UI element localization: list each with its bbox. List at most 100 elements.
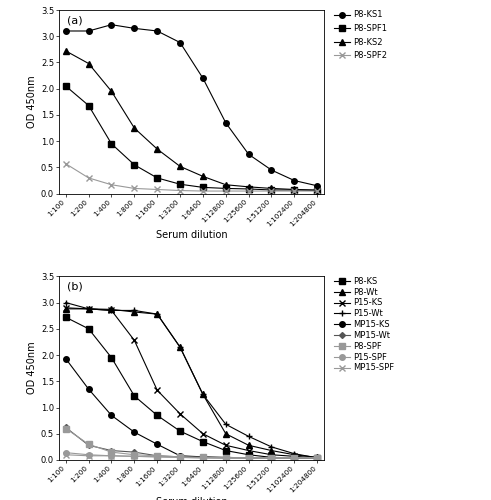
P15-SPF	[63, 450, 69, 456]
P15-SPF	[86, 452, 92, 458]
P8-SPF	[269, 455, 274, 461]
Legend: P8-KS, P8-Wt, P15-KS, P15-Wt, MP15-KS, MP15-Wt, P8-SPF, P15-SPF, MP15-SPF: P8-KS, P8-Wt, P15-KS, P15-Wt, MP15-KS, M…	[333, 277, 395, 372]
P8-KS1	[154, 28, 160, 34]
P8-KS	[177, 428, 183, 434]
P8-SPF2	[132, 186, 137, 192]
Line: P8-KS: P8-KS	[63, 314, 320, 460]
P8-KS2	[314, 187, 320, 193]
P8-KS2	[177, 164, 183, 170]
MP15-KS	[177, 453, 183, 459]
MP15-SPF	[200, 455, 206, 461]
P8-Wt	[109, 306, 114, 312]
MP15-KS	[132, 429, 137, 435]
P8-KS	[269, 454, 274, 460]
P8-Wt	[200, 392, 206, 398]
Line: P8-Wt: P8-Wt	[63, 306, 320, 460]
P15-SPF	[223, 455, 229, 461]
P15-Wt	[109, 308, 114, 314]
P8-KS1	[291, 178, 297, 184]
P15-Wt	[177, 344, 183, 350]
P8-KS	[291, 455, 297, 461]
P8-SPF2	[177, 188, 183, 194]
P8-SPF2	[291, 188, 297, 194]
P8-KS2	[269, 186, 274, 192]
P15-KS	[177, 411, 183, 417]
P8-Wt	[246, 442, 251, 448]
P8-KS2	[291, 186, 297, 192]
MP15-Wt	[291, 455, 297, 461]
P8-SPF	[86, 442, 92, 448]
P8-KS2	[200, 174, 206, 180]
Line: P15-KS: P15-KS	[62, 304, 321, 462]
P8-KS	[246, 452, 251, 458]
P15-Wt	[132, 308, 137, 314]
P8-KS	[86, 326, 92, 332]
P8-SPF	[154, 453, 160, 459]
Y-axis label: OD 450nm: OD 450nm	[27, 342, 37, 394]
MP15-Wt	[314, 455, 320, 461]
P8-SPF1	[223, 186, 229, 192]
P15-Wt	[246, 434, 251, 440]
P8-Wt	[86, 306, 92, 312]
Line: P8-KS2: P8-KS2	[63, 48, 320, 193]
P8-SPF	[223, 455, 229, 461]
P15-SPF	[246, 455, 251, 461]
Line: MP15-KS: MP15-KS	[63, 356, 320, 461]
MP15-Wt	[246, 455, 251, 461]
MP15-Wt	[223, 455, 229, 461]
MP15-KS	[109, 412, 114, 418]
P8-SPF2	[200, 188, 206, 194]
P15-Wt	[291, 450, 297, 456]
P8-KS2	[109, 88, 114, 94]
P8-KS	[154, 412, 160, 418]
P15-KS	[154, 387, 160, 393]
P15-Wt	[63, 300, 69, 306]
Line: MP15-Wt: MP15-Wt	[64, 426, 319, 460]
P8-KS2	[154, 146, 160, 152]
P8-SPF1	[269, 187, 274, 193]
MP15-Wt	[63, 424, 69, 430]
P8-Wt	[154, 311, 160, 317]
MP15-KS	[269, 455, 274, 461]
MP15-SPF	[246, 455, 251, 461]
MP15-SPF	[154, 454, 160, 460]
Text: (b): (b)	[67, 282, 82, 292]
P8-KS2	[223, 182, 229, 188]
P8-KS2	[86, 60, 92, 66]
MP15-SPF	[63, 452, 69, 458]
P8-KS	[132, 393, 137, 399]
P8-SPF2	[63, 161, 69, 167]
P8-Wt	[314, 454, 320, 460]
P8-KS1	[132, 26, 137, 32]
P8-KS2	[132, 125, 137, 131]
P8-SPF2	[246, 188, 251, 194]
P8-SPF1	[200, 184, 206, 190]
MP15-Wt	[109, 448, 114, 454]
Y-axis label: OD 450nm: OD 450nm	[27, 76, 37, 128]
P15-Wt	[314, 455, 320, 461]
X-axis label: Serum dilution: Serum dilution	[156, 230, 227, 240]
P8-Wt	[63, 306, 69, 312]
P8-KS2	[63, 48, 69, 54]
P8-KS1	[314, 183, 320, 189]
P8-KS1	[269, 167, 274, 173]
P8-Wt	[269, 448, 274, 454]
Line: P15-SPF: P15-SPF	[63, 450, 320, 460]
P8-SPF1	[86, 102, 92, 108]
P8-SPF	[200, 454, 206, 460]
P8-KS1	[63, 28, 69, 34]
P8-Wt	[223, 431, 229, 437]
P15-Wt	[86, 306, 92, 312]
P8-KS2	[246, 184, 251, 190]
MP15-KS	[154, 442, 160, 448]
P8-SPF	[246, 455, 251, 461]
P8-SPF	[132, 452, 137, 458]
P8-SPF2	[154, 186, 160, 192]
P15-SPF	[200, 455, 206, 461]
MP15-KS	[246, 455, 251, 461]
P15-KS	[246, 448, 251, 454]
MP15-KS	[200, 454, 206, 460]
P8-SPF1	[63, 83, 69, 89]
MP15-KS	[223, 454, 229, 460]
P8-SPF1	[154, 175, 160, 181]
